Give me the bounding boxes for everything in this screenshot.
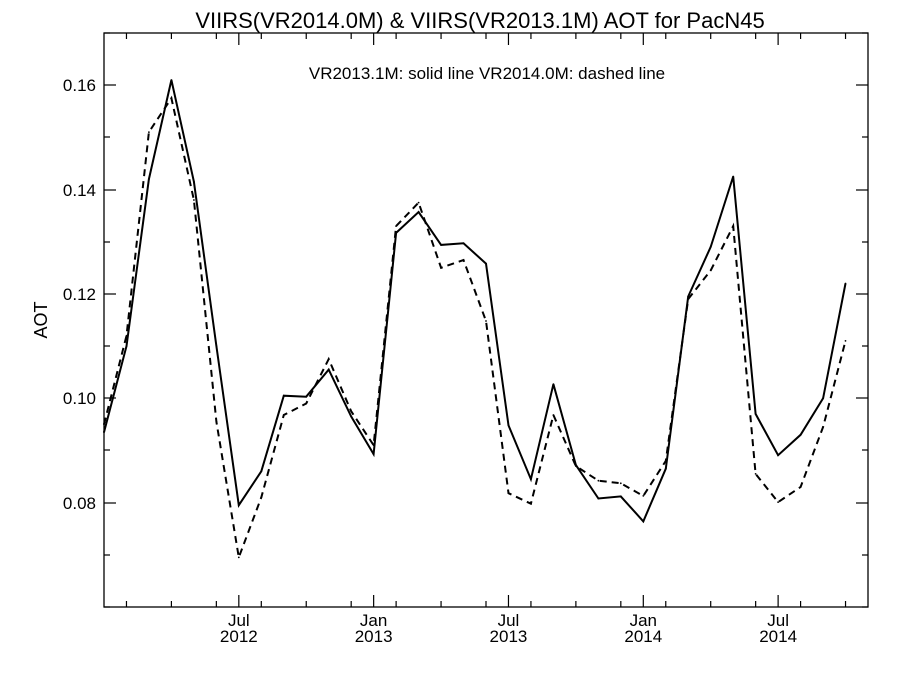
axis-ticks — [104, 32, 868, 608]
line-style-annotation: VR2013.1M: solid line VR2014.0M: dashed … — [309, 64, 665, 83]
data-point — [687, 298, 690, 300]
y-tick-label: 0.10 — [63, 389, 96, 408]
data-point — [417, 201, 420, 204]
data-point — [395, 225, 397, 228]
data-point — [440, 266, 442, 269]
series-line — [103, 95, 847, 562]
data-point — [148, 131, 150, 134]
data-point — [732, 225, 735, 228]
x-tick-month-label: Jul — [228, 611, 250, 630]
x-tick-month-label: Jan — [360, 611, 387, 630]
data-point — [597, 479, 600, 482]
data-point — [305, 395, 308, 398]
data-point — [822, 397, 824, 400]
data-point — [237, 556, 240, 559]
data-point — [507, 424, 510, 427]
x-tick-year-label: 2014 — [624, 627, 662, 646]
data-point — [777, 454, 779, 457]
y-tick-label: 0.16 — [63, 76, 96, 95]
data-point — [552, 383, 555, 386]
data-point — [372, 453, 375, 455]
data-point — [597, 497, 600, 500]
data-point — [485, 262, 487, 265]
data-point — [799, 433, 802, 436]
data-point — [193, 180, 195, 183]
data-point — [215, 345, 218, 347]
data-point — [732, 175, 735, 178]
x-tick-year-label: 2012 — [220, 627, 258, 646]
series-line — [103, 79, 847, 524]
data-point — [260, 470, 263, 473]
y-tick-label: 0.14 — [63, 181, 96, 200]
data-point — [282, 414, 285, 416]
x-tick-year-label: 2013 — [355, 627, 393, 646]
data-point — [507, 492, 510, 495]
data-point — [709, 246, 712, 248]
data-point — [619, 495, 622, 498]
data-point — [170, 79, 173, 81]
data-point — [148, 178, 150, 181]
data-point — [215, 420, 218, 423]
data-point — [305, 402, 308, 405]
data-point — [754, 473, 757, 475]
data-point — [125, 334, 128, 337]
data-point — [327, 368, 330, 371]
data-point — [642, 520, 645, 523]
data-point — [664, 460, 667, 462]
data-point — [237, 504, 240, 507]
data-point — [125, 345, 128, 347]
data-point — [462, 259, 465, 261]
tick-labels: 0.080.100.120.140.16Jul2012Jan2013Jul201… — [63, 76, 797, 646]
data-point — [844, 282, 847, 285]
data-point — [193, 199, 195, 201]
data-point — [485, 320, 487, 322]
y-axis-label: AOT — [31, 301, 51, 338]
y-tick-label: 0.12 — [63, 285, 96, 304]
data-series — [103, 79, 847, 562]
data-point — [462, 242, 465, 245]
data-point — [552, 414, 555, 416]
data-point — [417, 211, 420, 213]
data-point — [350, 415, 353, 418]
data-point — [642, 495, 645, 497]
data-point — [372, 444, 375, 447]
data-point — [709, 269, 712, 272]
x-tick-month-label: Jul — [767, 611, 789, 630]
data-point — [327, 358, 330, 360]
data-point — [103, 431, 105, 434]
series-dashed — [103, 95, 847, 562]
y-tick-label: 0.08 — [63, 494, 96, 513]
chart-title: VIIRS(VR2014.0M) & VIIRS(VR2013.1M) AOT … — [195, 8, 764, 33]
data-point — [350, 410, 353, 413]
data-point — [530, 478, 532, 481]
data-point — [844, 340, 847, 342]
x-tick-year-label: 2014 — [759, 627, 797, 646]
data-point — [799, 486, 802, 488]
data-point — [440, 244, 442, 246]
series-solid — [103, 79, 847, 524]
data-point — [777, 501, 779, 503]
x-tick-month-label: Jan — [630, 611, 657, 630]
data-point — [103, 423, 105, 426]
data-point — [170, 97, 173, 100]
data-point — [619, 482, 622, 485]
data-point — [530, 502, 532, 505]
data-point — [575, 465, 577, 467]
data-point — [754, 413, 757, 415]
x-tick-year-label: 2013 — [490, 627, 528, 646]
data-point — [282, 394, 285, 397]
plot-frame — [103, 32, 869, 608]
x-tick-month-label: Jul — [498, 611, 520, 630]
data-point — [822, 426, 824, 428]
data-point — [664, 467, 667, 470]
data-point — [260, 496, 263, 499]
